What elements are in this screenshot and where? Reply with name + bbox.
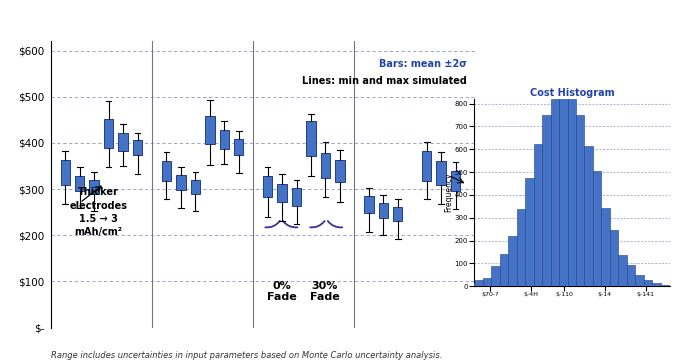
Bar xyxy=(492,266,500,286)
Bar xyxy=(559,88,567,286)
Text: LFP: LFP xyxy=(290,337,318,351)
Bar xyxy=(618,255,627,286)
Text: Range includes uncertainties in input parameters based on Monte Carlo uncertaint: Range includes uncertainties in input pa… xyxy=(51,351,442,360)
Bar xyxy=(133,140,142,155)
Bar xyxy=(550,99,559,286)
Bar xyxy=(306,121,315,156)
Bar xyxy=(162,161,171,181)
Bar xyxy=(517,209,525,286)
Bar xyxy=(610,230,618,286)
Text: Thicker
electrodes
1.5 → 3
mAh/cm²: Thicker electrodes 1.5 → 3 mAh/cm² xyxy=(70,188,127,237)
Text: NCM: NCM xyxy=(185,337,221,351)
Bar xyxy=(661,285,669,286)
Bar xyxy=(364,196,374,213)
Bar xyxy=(584,145,593,286)
Bar xyxy=(393,207,402,221)
Y-axis label: Frequency: Frequency xyxy=(443,173,453,212)
Bar xyxy=(104,119,113,148)
Bar xyxy=(508,237,517,286)
Bar xyxy=(627,265,635,286)
Bar xyxy=(451,171,460,191)
Text: 0%
Fade: 0% Fade xyxy=(267,281,297,302)
Text: Bars: mean ±2σ: Bars: mean ±2σ xyxy=(379,59,467,69)
Bar xyxy=(263,176,272,197)
Bar xyxy=(234,139,244,155)
Bar xyxy=(60,161,70,185)
Bar xyxy=(335,161,345,182)
Bar xyxy=(635,275,644,286)
Title: Cost Histogram: Cost Histogram xyxy=(530,88,615,98)
Bar xyxy=(500,255,508,286)
Bar xyxy=(475,280,483,286)
Bar xyxy=(205,116,215,144)
Bar xyxy=(601,208,610,286)
Bar xyxy=(437,161,446,185)
Bar xyxy=(422,151,431,181)
Text: Lines: min and max simulated: Lines: min and max simulated xyxy=(303,76,467,86)
Bar xyxy=(89,180,99,194)
Bar xyxy=(593,171,601,286)
Bar xyxy=(466,283,475,286)
Bar xyxy=(458,285,466,286)
Bar xyxy=(533,144,542,286)
Bar xyxy=(292,188,301,206)
Bar xyxy=(644,280,652,286)
Bar xyxy=(219,130,229,149)
Bar xyxy=(75,176,85,192)
Bar xyxy=(542,115,550,286)
Bar xyxy=(118,133,128,151)
Text: Range of Manufacturing System Cost ($/kWh usable energy): Range of Manufacturing System Cost ($/kW… xyxy=(37,18,491,31)
Bar xyxy=(191,180,200,194)
Text: LMO: LMO xyxy=(395,337,429,351)
Bar xyxy=(278,184,287,202)
Bar xyxy=(176,175,185,190)
Bar xyxy=(378,203,388,218)
Bar xyxy=(652,283,661,286)
Text: NCA: NCA xyxy=(85,337,118,351)
Bar xyxy=(483,278,492,286)
Bar xyxy=(525,178,533,286)
Text: 30%
Fade: 30% Fade xyxy=(309,281,339,302)
Bar xyxy=(576,115,584,286)
Bar xyxy=(321,153,330,177)
Bar xyxy=(567,99,576,286)
